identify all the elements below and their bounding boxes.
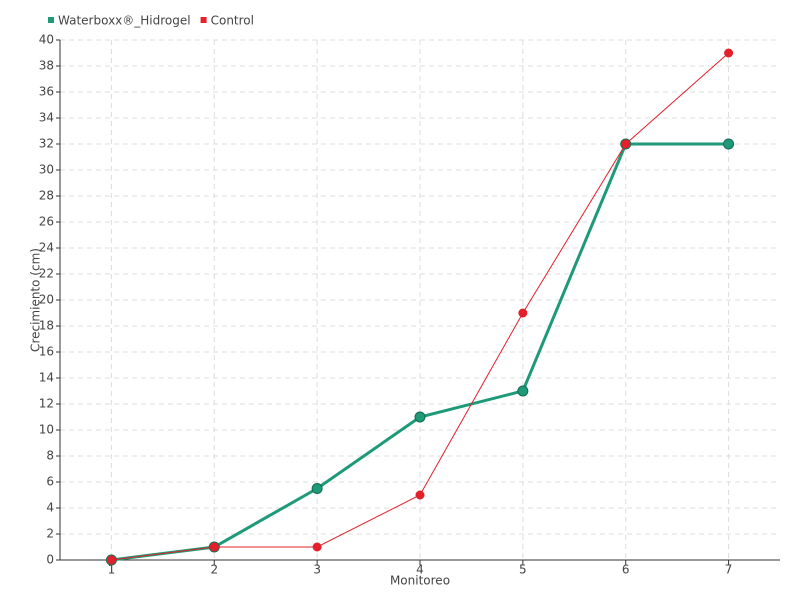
y-tick-label: 16 xyxy=(39,345,54,359)
x-tick-label: 5 xyxy=(519,563,527,577)
point xyxy=(311,483,323,494)
y-tick-label: 14 xyxy=(39,371,54,385)
legend-swatch xyxy=(48,17,54,23)
y-tick-label: 24 xyxy=(39,241,54,255)
x-axis-label: Monitoreo xyxy=(390,574,450,588)
x-tick-label: 3 xyxy=(313,563,321,577)
y-tick-label: 4 xyxy=(46,501,54,515)
point xyxy=(414,411,426,423)
legend-swatch xyxy=(200,17,207,23)
y-tick-label: 28 xyxy=(39,189,54,203)
x-tick-label: 1 xyxy=(108,563,116,577)
y-tick-label: 12 xyxy=(39,397,54,411)
point xyxy=(621,139,631,149)
point xyxy=(209,542,219,552)
y-tick-label: 8 xyxy=(46,449,54,463)
legend-label: Waterboxx®_Hidrogel xyxy=(58,14,191,28)
y-tick-label: 20 xyxy=(39,293,54,307)
point xyxy=(518,308,528,318)
y-tick-label: 32 xyxy=(39,137,54,151)
legend-label: Control xyxy=(211,14,254,28)
point xyxy=(517,385,529,397)
y-tick-label: 22 xyxy=(39,267,54,281)
y-tick-label: 30 xyxy=(39,163,54,177)
point xyxy=(724,48,734,58)
point xyxy=(723,138,735,150)
x-tick-label: 7 xyxy=(725,563,733,577)
y-axis-label: Crecimiento (cm) xyxy=(29,248,43,352)
y-tick-label: 38 xyxy=(39,59,54,73)
y-tick-label: 40 xyxy=(39,33,54,47)
y-tick-label: 26 xyxy=(39,215,54,229)
point xyxy=(415,490,425,500)
x-tick-label: 2 xyxy=(210,563,218,577)
y-tick-label: 36 xyxy=(39,85,54,99)
y-tick-label: 18 xyxy=(39,319,54,333)
x-tick-label: 6 xyxy=(622,563,630,577)
y-tick-label: 10 xyxy=(39,423,54,437)
y-tick-label: 0 xyxy=(46,553,54,567)
y-tick-label: 34 xyxy=(39,111,54,125)
x-tick-label: 4 xyxy=(416,563,424,577)
point xyxy=(106,555,116,565)
y-tick-label: 6 xyxy=(46,475,54,489)
y-tick-label: 2 xyxy=(46,527,54,541)
point xyxy=(312,542,322,552)
